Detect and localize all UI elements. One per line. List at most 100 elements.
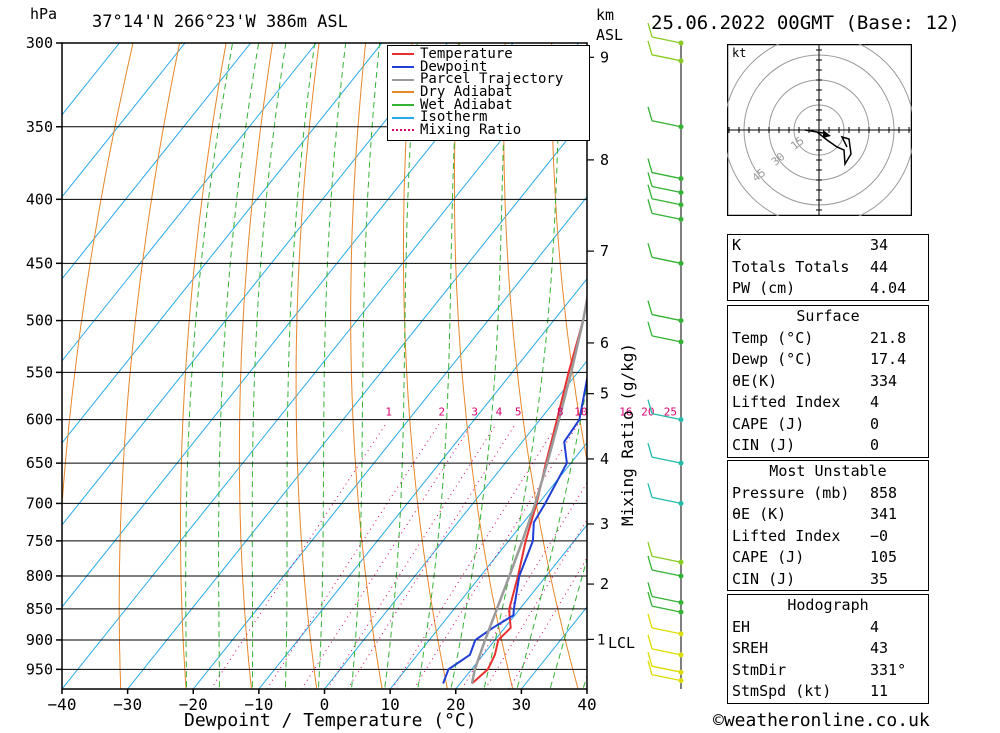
temperature-tick-label: −40 <box>48 695 77 714</box>
wind-barb-dot <box>678 202 684 208</box>
temperature-tick-label: 20 <box>446 695 465 714</box>
mixing-ratio-line <box>508 557 587 689</box>
mixing-ratio-tick-label: 3 <box>471 406 478 419</box>
isotherm-line <box>62 43 317 362</box>
table-row: Dewp (°C) 17.4 <box>728 349 928 371</box>
wind-barb-dot <box>678 417 684 423</box>
table-row-label: Pressure (mb) <box>732 483 850 502</box>
chart-legend: Temperature Dewpoint Parcel Trajectory Dry … <box>387 45 590 141</box>
mixing-ratio-axis-title: Mixing Ratio (g/kg) <box>618 342 638 527</box>
wind-barb-dot <box>678 216 684 222</box>
table-row: θE(K) 334 <box>728 371 928 393</box>
wind-barb-dot <box>678 669 684 675</box>
wind-barb-flag <box>647 591 653 607</box>
table-row: StmSpd (kt) 11 <box>728 681 928 703</box>
table-row-label: CAPE (J) <box>732 414 805 433</box>
table-row: PW (cm) 4.04 <box>728 278 928 300</box>
wind-barb-dot <box>678 260 684 266</box>
legend-swatch <box>392 129 414 132</box>
wet-adiabat-line <box>417 43 460 689</box>
temperature-line <box>471 295 587 685</box>
table-row: Totals Totals 44 <box>728 257 928 279</box>
wind-barb-flag <box>647 582 653 597</box>
table-row-value: 11 <box>870 682 889 700</box>
table-row-label: PW (cm) <box>732 279 796 297</box>
wind-barb-flag <box>647 399 653 414</box>
legend-swatch <box>392 66 414 69</box>
wind-barb <box>651 335 682 343</box>
table-row-value: 334 <box>870 371 898 390</box>
pressure-tick-label: 950 <box>26 660 53 678</box>
table-row-label: θE(K) <box>732 371 778 390</box>
surface-table: Surface Temp (°C) 21.8 Dewp (°C) 17.4 θE(K) 33… <box>727 305 929 458</box>
wind-barb-dot <box>678 678 684 684</box>
legend-label: Isotherm <box>420 109 488 126</box>
table-row: Lifted Index 4 <box>728 392 928 414</box>
legend-entry: Parcel Trajectory <box>388 73 589 86</box>
km-tick-label: 2 <box>600 575 609 593</box>
km-tick-label: 7 <box>600 242 609 260</box>
dry-adiabat-line <box>454 43 514 689</box>
table-row-value: 858 <box>870 483 898 502</box>
dry-adiabat-line <box>924 43 1000 689</box>
table-row-value: 34 <box>870 236 889 254</box>
table-row: CAPE (J) 0 <box>728 414 928 436</box>
pressure-tick-label: 500 <box>26 312 53 330</box>
wind-barb-flag <box>647 243 653 258</box>
legend-label: Mixing Ratio <box>420 122 522 139</box>
pressure-tick-label: 700 <box>26 494 53 512</box>
table-row-label: K <box>732 236 742 254</box>
mixing-ratio-tick-label: 10 <box>574 406 587 419</box>
dry-adiabat-line <box>180 43 227 689</box>
wind-barb-dot <box>678 573 684 579</box>
wind-barb <box>651 605 682 613</box>
wind-barb <box>651 313 682 322</box>
wind-barb <box>651 212 682 220</box>
legend-entry: Mixing Ratio <box>388 122 589 139</box>
asl-unit-label: ASL <box>596 26 624 44</box>
temperature-tick-label: −30 <box>113 695 142 714</box>
wind-barb-dot <box>678 460 684 466</box>
pressure-tick-label: 800 <box>26 567 53 585</box>
km-tick-label: 1 <box>597 632 605 648</box>
table-section-title: Hodograph <box>787 596 869 614</box>
wind-barb-flag <box>647 660 653 675</box>
wind-barb-flag <box>647 321 653 337</box>
km-tick-label: 6 <box>600 334 609 352</box>
table-row-value: 17.4 <box>870 350 907 368</box>
table-row: CAPE (J) 105 <box>728 547 928 569</box>
wind-barb <box>651 54 682 62</box>
wet-adiabat-line <box>384 43 418 689</box>
wind-barb <box>651 198 682 206</box>
wet-adiabat-line <box>516 383 587 689</box>
table-row: Pressure (mb) 858 <box>728 483 928 505</box>
table-row: Temp (°C) 21.8 <box>728 328 928 350</box>
wind-barb-dot <box>678 559 684 565</box>
table-row-label: CIN (J) <box>732 436 796 454</box>
copyright-footer: ©weatheronline.co.uk <box>713 710 930 731</box>
lcl-label: LCL <box>608 634 635 652</box>
table-row-value: 4 <box>870 617 880 636</box>
wind-barb <box>651 120 682 128</box>
table-row: CIN (J) 35 <box>728 569 928 591</box>
wind-barb-flag <box>647 542 653 557</box>
km-tick-label: 9 <box>600 48 609 66</box>
wind-barb-flag <box>647 158 653 173</box>
most-unstable-table: Most Unstable Pressure (mb) 858 θE (K) 341 Li… <box>727 460 929 591</box>
hodograph-table: Hodograph EH 4 SREH 43 StmDir 331° StmSpd (kt) 1… <box>727 594 929 704</box>
legend-label: Dewpoint <box>420 58 488 75</box>
isotherm-line <box>455 524 587 689</box>
forecast-datetime: 25.06.2022 00GMT (Base: 12) <box>651 12 960 34</box>
table-row: θE (K) 341 <box>728 504 928 526</box>
legend-entry: Dewpoint <box>388 58 589 75</box>
wind-barb-dot <box>678 339 684 345</box>
table-row-label: StmDir <box>732 660 787 679</box>
wind-barb-flag <box>647 106 653 121</box>
table-row-value: 0 <box>870 414 880 433</box>
wind-barb-flag <box>647 300 653 315</box>
wind-barb-flag <box>647 22 653 38</box>
wind-barb-flag <box>647 652 653 667</box>
isotherm-line <box>62 43 580 689</box>
wind-barb <box>651 555 682 563</box>
